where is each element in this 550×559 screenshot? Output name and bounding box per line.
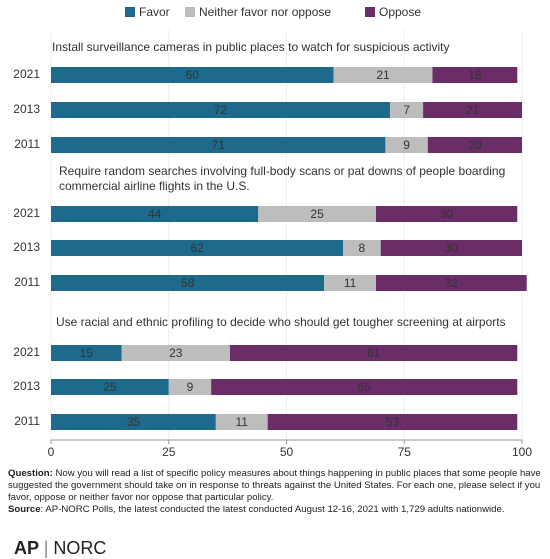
panel-title: Use racial and ethnic profiling to decid…: [56, 315, 506, 329]
legend-label: Oppose: [379, 5, 421, 19]
note-text: Now you will read a list of specific pol…: [8, 468, 541, 503]
value-label: 21: [466, 103, 480, 117]
value-label: 53: [386, 415, 400, 429]
value-label: 35: [127, 415, 141, 429]
bar: [121, 345, 230, 361]
value-label: 15: [80, 346, 94, 360]
value-label: 11: [344, 276, 357, 290]
value-label: 8: [359, 241, 366, 255]
x-tick-label: 100: [512, 445, 532, 459]
panel-title: Install surveillance cameras in public p…: [52, 40, 450, 54]
question-note: Question: Now you will read a list of sp…: [8, 468, 544, 504]
value-label: 25: [310, 207, 324, 221]
bar: [51, 275, 325, 291]
panel-title: commercial airline flights in the U.S.: [59, 179, 250, 193]
value-label: 61: [367, 346, 381, 360]
bar: [229, 345, 518, 361]
bar: [427, 137, 522, 153]
y-tick-label: 2021: [13, 67, 40, 81]
bar: [51, 102, 391, 118]
y-tick-label: 2011: [14, 137, 40, 151]
value-label: 58: [181, 276, 195, 290]
note-label: Question:: [8, 468, 53, 479]
bar: [375, 206, 518, 222]
value-label: 25: [103, 380, 117, 394]
value-label: 9: [187, 380, 194, 394]
y-tick-label: 2011: [14, 275, 40, 289]
legend-swatch: [125, 7, 135, 17]
value-label: 30: [445, 241, 459, 255]
legend-swatch: [185, 7, 195, 17]
legend-label: Neither favor nor oppose: [199, 5, 331, 19]
source-text: : AP-NORC Polls, the latest conducted th…: [40, 504, 505, 515]
value-label: 44: [148, 207, 162, 221]
bar: [333, 67, 433, 83]
bar: [324, 275, 376, 291]
bar: [168, 379, 212, 395]
logo: AP | NORC: [14, 538, 107, 558]
chart: 0 25 50 75 100 Favor Neither favor nor oppose O…: [13, 5, 532, 459]
bar: [51, 206, 259, 222]
bar: [423, 102, 522, 118]
bar: [385, 137, 428, 153]
bar: [390, 102, 424, 118]
value-label: 20: [468, 138, 482, 152]
value-label: 71: [212, 138, 226, 152]
logo-norc: NORC: [53, 538, 107, 558]
value-label: 72: [214, 103, 228, 117]
bar: [51, 414, 216, 430]
legend-label: Favor: [139, 5, 170, 19]
bar: [51, 67, 334, 83]
bar: [51, 379, 169, 395]
source-label: Source: [8, 504, 41, 515]
value-label: 30: [440, 207, 454, 221]
bar: [432, 67, 518, 83]
bar: [267, 414, 518, 430]
bar: [51, 240, 344, 256]
value-label: 65: [358, 380, 372, 394]
value-label: 23: [169, 346, 183, 360]
bar: [215, 414, 268, 430]
value-label: 9: [403, 138, 410, 152]
value-label: 60: [186, 68, 200, 82]
source-note: Source: AP-NORC Polls, the latest conduc…: [8, 504, 544, 516]
value-label: 62: [190, 241, 204, 255]
x-tick-label: 50: [280, 445, 294, 459]
x-tick-label: 25: [162, 445, 176, 459]
x-tick-label: 75: [398, 445, 412, 459]
bar: [211, 379, 518, 395]
value-label: 21: [376, 68, 390, 82]
logo-ap: AP: [14, 538, 39, 558]
x-tick-label: 0: [48, 445, 55, 459]
legend-swatch: [365, 7, 375, 17]
y-tick-label: 2013: [13, 102, 40, 116]
bar: [343, 240, 381, 256]
y-tick-label: 2013: [13, 240, 40, 254]
bar: [51, 345, 122, 361]
bar: [51, 137, 386, 153]
y-tick-label: 2021: [13, 206, 40, 220]
panel-title: Require random searches involving full-b…: [59, 164, 505, 178]
bar: [258, 206, 376, 222]
value-label: 18: [468, 68, 482, 82]
value-label: 11: [236, 415, 249, 429]
y-tick-label: 2011: [14, 414, 40, 428]
bar: [380, 240, 522, 256]
footnote: Question: Now you will read a list of sp…: [8, 468, 544, 516]
value-label: 7: [403, 103, 410, 117]
bar: [375, 275, 527, 291]
value-label: 32: [445, 276, 459, 290]
y-tick-label: 2021: [13, 345, 40, 359]
y-tick-label: 2013: [13, 379, 40, 393]
